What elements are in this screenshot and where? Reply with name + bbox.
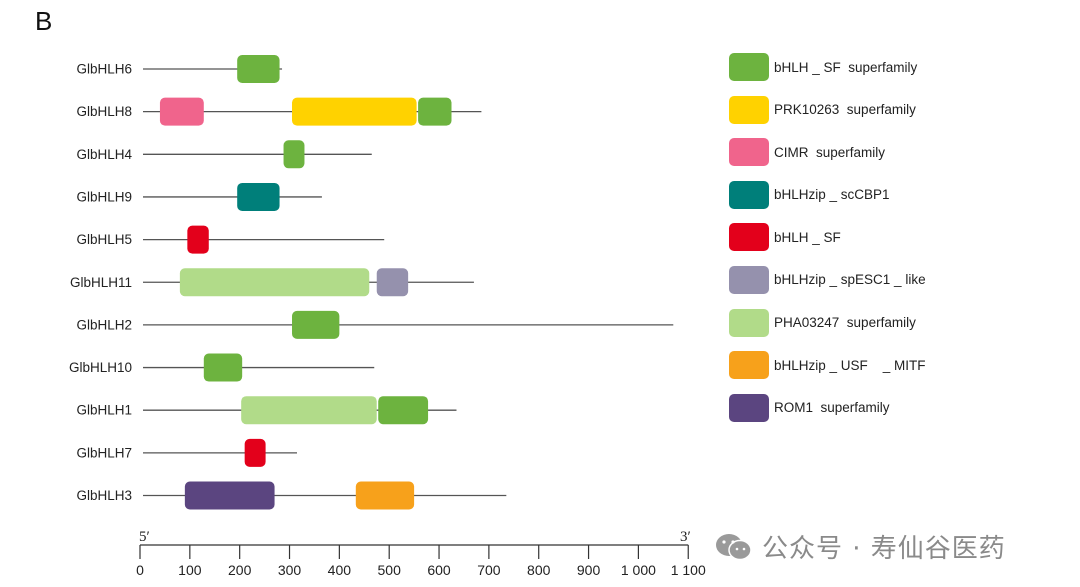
legend-swatch	[729, 308, 769, 337]
legend-swatch	[729, 393, 769, 422]
legend-swatch	[729, 138, 769, 167]
domain-box-bhlh_sf_superfamily	[418, 97, 452, 126]
legend-swatch	[729, 53, 769, 81]
legend-label: bHLHzip _ spESC1 _ like	[774, 272, 926, 288]
legend-item: bHLHzip _ scCBP1	[729, 180, 989, 209]
gene-label: GlbHLH3	[76, 488, 132, 503]
legend-item: bHLHzip _ USF _ MITF	[729, 351, 989, 380]
domain-box-bhlh_sf	[244, 438, 266, 467]
legend-item: PHA03247 superfamily	[729, 308, 989, 337]
legend-item: CIMR superfamily	[729, 138, 989, 167]
domain-box-pha03247	[179, 268, 370, 297]
gene-row: GlbHLH5	[76, 225, 385, 254]
domain-box-bhlh_sf_superfamily	[283, 140, 305, 169]
legend: bHLH _ SF superfamily PRK10263 superfamil…	[729, 53, 989, 436]
legend-item: PRK10263 superfamily	[729, 95, 989, 124]
gene-row: GlbHLH7	[76, 438, 297, 467]
domain-box-bhlh_sf_superfamily	[292, 310, 340, 339]
gene-row: GlbHLH2	[76, 310, 674, 339]
legend-swatch	[729, 351, 769, 380]
legend-swatch	[729, 265, 769, 294]
legend-label: CIMR superfamily	[774, 144, 886, 160]
axis-tick-label: 100	[178, 562, 202, 578]
legend-item: ROM1 superfamily	[729, 393, 989, 422]
gene-row: GlbHLH9	[76, 182, 322, 211]
axis-tick-label: 700	[477, 562, 501, 578]
gene-label: GlbHLH10	[69, 360, 132, 375]
axis-tick-label: 400	[328, 562, 352, 578]
gene-label: GlbHLH8	[76, 104, 132, 119]
domain-box-bhlhzip_spesc1	[376, 268, 409, 297]
legend-label: bHLHzip _ scCBP1	[774, 187, 890, 203]
legend-label: bHLH _ SF	[774, 229, 841, 245]
domain-box-bhlhzip_sccbp1	[237, 182, 280, 211]
legend-label: PRK10263 superfamily	[774, 102, 916, 118]
domain-box-bhlh_sf_superfamily	[237, 55, 280, 83]
axis-tick-label: 600	[427, 562, 451, 578]
gene-tracks: GlbHLH6 GlbHLH8 GlbHLH4 GlbHLH9 GlbHLH5 GlbHL…	[69, 55, 674, 510]
gene-label: GlbHLH9	[76, 189, 132, 204]
legend-swatch	[729, 223, 769, 252]
legend-item: bHLHzip _ spESC1 _ like	[729, 265, 989, 294]
five-prime-label: 5′	[139, 529, 150, 545]
gene-label: GlbHLH2	[76, 317, 132, 332]
gene-row: GlbHLH6	[76, 55, 283, 83]
domain-box-prk10263	[292, 97, 417, 126]
domain-box-rom1	[184, 481, 275, 510]
axis-tick-label: 300	[278, 562, 302, 578]
scale-axis: 5′ 3′ 0 100 200 300 400 500 600 700 800 900 1 000 1…	[136, 529, 706, 578]
domain-box-cimr	[159, 97, 204, 126]
gene-label: GlbHLH7	[76, 445, 132, 460]
legend-item: bHLH _ SF superfamily	[729, 53, 989, 81]
domain-box-pha03247	[241, 396, 377, 425]
domain-box-bhlh_sf_superfamily	[378, 396, 429, 425]
legend-label: ROM1 superfamily	[774, 400, 890, 416]
legend-swatch	[729, 95, 769, 124]
watermark-text: 公众号 · 寿仙谷医药	[762, 534, 1006, 564]
gene-label: GlbHLH5	[76, 232, 132, 247]
domain-box-bhlh_sf_superfamily	[203, 353, 243, 382]
gene-label: GlbHLH6	[76, 62, 132, 77]
gene-row: GlbHLH11	[70, 268, 474, 297]
gene-row: GlbHLH10	[69, 353, 375, 382]
axis-tick-label: 1 100	[671, 562, 706, 578]
gene-label: GlbHLH4	[76, 147, 132, 162]
legend-label: bHLH _ SF superfamily	[774, 59, 918, 75]
watermark: 公众号 · 寿仙谷医药	[714, 528, 1006, 565]
legend-item: bHLH _ SF	[729, 223, 989, 252]
gene-label: GlbHLH11	[70, 275, 132, 290]
gene-label: GlbHLH1	[76, 403, 132, 418]
axis-tick-label: 500	[378, 562, 402, 578]
legend-label: PHA03247 superfamily	[774, 315, 916, 331]
axis-tick-label: 900	[577, 562, 601, 578]
gene-row: GlbHLH3	[76, 481, 507, 510]
axis-tick-label: 800	[527, 562, 551, 578]
three-prime-label: 3′	[680, 529, 691, 545]
axis-tick-label: 0	[136, 562, 144, 578]
wechat-icon	[716, 533, 752, 560]
axis-tick-label: 1 000	[621, 562, 656, 578]
gene-row: GlbHLH8	[76, 97, 482, 126]
legend-label: bHLHzip _ USF _ MITF	[774, 357, 926, 373]
gene-row: GlbHLH4	[76, 140, 372, 169]
domain-box-bhlh_sf	[187, 225, 209, 254]
legend-swatch	[729, 180, 769, 209]
axis-tick-label: 200	[228, 562, 252, 578]
gene-row: GlbHLH1	[76, 396, 457, 425]
panel-label: B	[35, 6, 53, 36]
domain-box-bhlhzip_usf_mitf	[355, 481, 415, 510]
